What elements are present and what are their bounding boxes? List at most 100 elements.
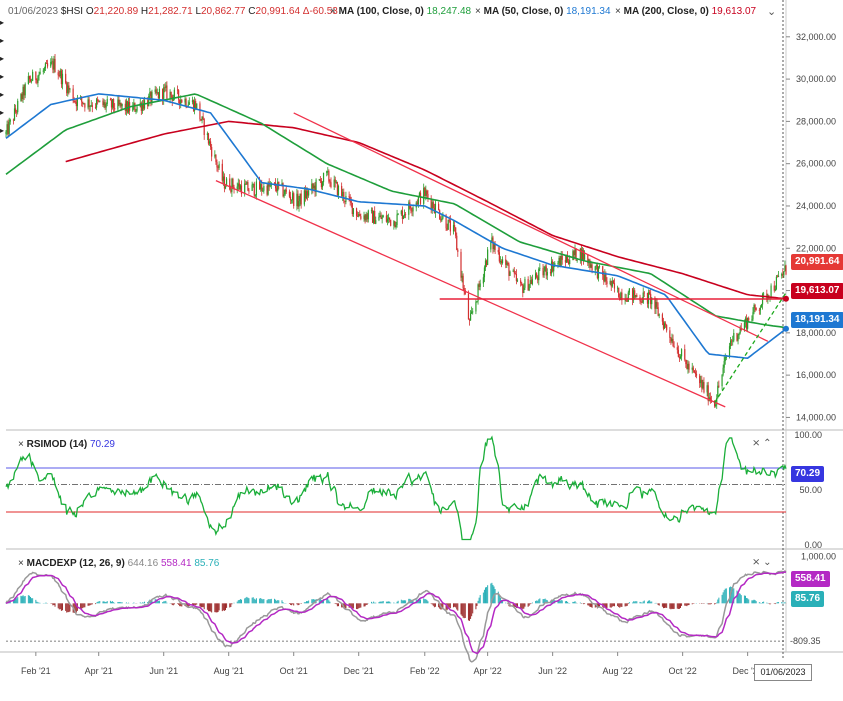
ma50-marker	[783, 325, 789, 332]
candle-body	[259, 181, 261, 190]
change-value: Δ-60.53	[302, 6, 338, 17]
candle-body	[543, 270, 545, 276]
candle-body	[225, 178, 228, 187]
candle-body	[572, 251, 574, 261]
candle-body	[753, 305, 755, 313]
candle-body	[105, 104, 107, 108]
candle-body	[472, 311, 474, 313]
ma200-legend[interactable]: × MA (200, Close, 0) 19,613.07	[615, 6, 756, 17]
candle-body	[460, 251, 462, 278]
candle-body	[672, 338, 674, 347]
candle-body	[513, 270, 515, 274]
candle-body	[65, 73, 67, 83]
candle-body	[141, 103, 143, 111]
candle-body	[140, 102, 142, 111]
candle-body	[523, 287, 525, 293]
candle-body	[784, 265, 786, 272]
candle-body	[326, 171, 328, 173]
candle-body	[359, 214, 361, 217]
ma50-legend[interactable]: × MA (50, Close, 0) 18,191.34	[475, 6, 611, 17]
candle-body	[568, 261, 570, 265]
candle-body	[260, 184, 262, 190]
candle-body	[647, 292, 650, 304]
candle-body	[277, 181, 279, 192]
candle-body	[240, 185, 243, 195]
candle-body	[594, 266, 596, 271]
candle-body	[13, 108, 16, 121]
candle-body	[610, 280, 612, 287]
price-tick-label: 22,000.00	[796, 243, 836, 253]
candle-body	[180, 99, 182, 105]
candle-body	[366, 214, 368, 220]
candle-body	[58, 75, 60, 77]
candle-body	[156, 92, 158, 94]
toolbar-arrow-icon[interactable]: ▸	[0, 36, 5, 45]
candle-body	[111, 99, 114, 108]
candle-body	[297, 193, 299, 207]
candle-body	[628, 288, 630, 293]
candle-body	[546, 272, 548, 276]
collapse-panel-icon[interactable]: ⨯ ⌃	[752, 438, 772, 449]
toolbar-arrow-icon[interactable]: ▸	[0, 108, 5, 117]
candle-body	[158, 88, 161, 99]
toolbar-arrow-icon[interactable]: ▸	[0, 126, 5, 135]
candle-body	[298, 201, 300, 207]
candle-body	[17, 100, 19, 113]
candle-body	[728, 346, 731, 358]
candle-body	[745, 318, 748, 329]
candle-body	[126, 101, 129, 113]
toolbar-arrow-icon[interactable]: ▸	[0, 72, 5, 81]
candle-body	[236, 186, 238, 190]
ma50-value: 18,191.34	[566, 6, 611, 17]
close-icon[interactable]: ×	[18, 558, 24, 569]
expand-panel-icon[interactable]: ⨯ ⌄	[752, 557, 772, 568]
toolbar-arrow-icon[interactable]: ▸	[0, 90, 5, 99]
macd-legend[interactable]: × MACDEXP (12, 26, 9) 644.16 558.41 85.7…	[18, 558, 219, 569]
chevron-down-icon[interactable]: ⌄	[767, 6, 777, 18]
candle-body	[60, 70, 63, 85]
candle-body	[251, 184, 253, 191]
close-icon[interactable]: ×	[615, 6, 621, 17]
ma100-legend[interactable]: × MA (100, Close, 0) 18,247.48	[330, 6, 471, 17]
candle-body	[482, 277, 484, 284]
ma50-price-tag: 18,191.34	[791, 312, 843, 328]
candle-body	[685, 359, 687, 365]
close-icon[interactable]: ×	[475, 6, 481, 17]
close-icon[interactable]: ×	[330, 6, 336, 17]
candle-body	[313, 185, 315, 189]
candle-body	[185, 98, 187, 107]
candle-body	[385, 215, 388, 222]
candle-body	[703, 382, 705, 393]
candle-body	[723, 360, 725, 368]
candle-body	[244, 183, 246, 195]
candle-body	[468, 319, 471, 321]
candle-body	[651, 297, 653, 305]
candle-body	[476, 301, 478, 303]
candle-body	[81, 96, 83, 102]
candle-body	[606, 281, 608, 285]
candle-body	[782, 273, 784, 276]
candle-body	[484, 260, 487, 268]
candle-body	[662, 321, 665, 329]
x-tick-label: Jun '21	[149, 666, 178, 676]
candle-body	[430, 198, 432, 210]
candle-body	[318, 179, 320, 181]
candle-body	[501, 259, 504, 263]
candle-body	[238, 183, 240, 190]
close-icon[interactable]: ×	[18, 439, 24, 450]
candle-body	[36, 79, 38, 83]
toolbar-arrow-icon[interactable]: ▸	[0, 54, 5, 63]
candle-body	[196, 103, 198, 109]
candle-body	[558, 257, 560, 264]
rsi-legend[interactable]: × RSIMOD (14) 70.29	[18, 439, 115, 450]
candle-body	[515, 274, 518, 282]
toolbar-arrow-icon[interactable]: ▸	[0, 18, 5, 27]
macd-hist-tag: 85.76	[791, 591, 825, 607]
candle-body	[206, 133, 208, 136]
candle-body	[404, 214, 407, 216]
candle-body	[283, 194, 285, 197]
candle-body	[627, 292, 629, 302]
candle-body	[68, 85, 70, 90]
